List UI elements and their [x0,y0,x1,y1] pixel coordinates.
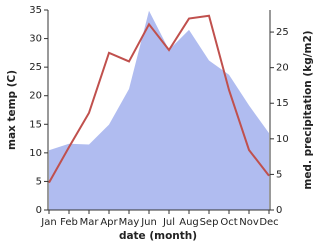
y-tick-label: 20 [29,91,42,102]
y2-axis-label: med. precipitation (kg/m2) [302,30,314,189]
x-tick-label: Jun [140,217,157,228]
y-tick-label: 15 [29,119,42,130]
precip-area [49,10,269,210]
y-tick-label: 30 [29,34,42,45]
x-tick-label: Mar [80,217,100,228]
x-axis-label: date (month) [119,230,197,242]
x-tick-label: Oct [220,217,237,228]
y2-tick-label: 5 [276,169,282,180]
x-tick-label: Sep [200,217,219,228]
y-axis-label: max temp (C) [6,70,18,150]
y2-tick-label: 0 [276,205,282,216]
y-tick-label: 25 [29,62,42,73]
y-tick-label: 10 [29,148,42,159]
temp-line [48,14,270,184]
x-tick-label: Aug [179,217,199,228]
y-tick-label: 35 [29,5,42,16]
y2-tick-label: 20 [276,63,289,74]
x-tick-label: Feb [60,217,78,228]
chart: date (month) max temp (C) med. precipita… [6,5,314,242]
y-tick-label: 5 [36,176,42,187]
y2-tick-label: 15 [276,98,289,109]
y2-tick-label: 10 [276,134,289,145]
x-tick-label: May [119,217,140,228]
y2-tick-label: 25 [276,27,289,38]
x-tick-label: Apr [100,217,118,228]
y-tick-label: 0 [36,205,42,216]
x-tick-label: Nov [239,217,259,228]
x-tick-label: Jan [40,217,56,228]
x-tick-label: Jul [162,217,175,228]
x-tick-label: Dec [259,217,278,228]
